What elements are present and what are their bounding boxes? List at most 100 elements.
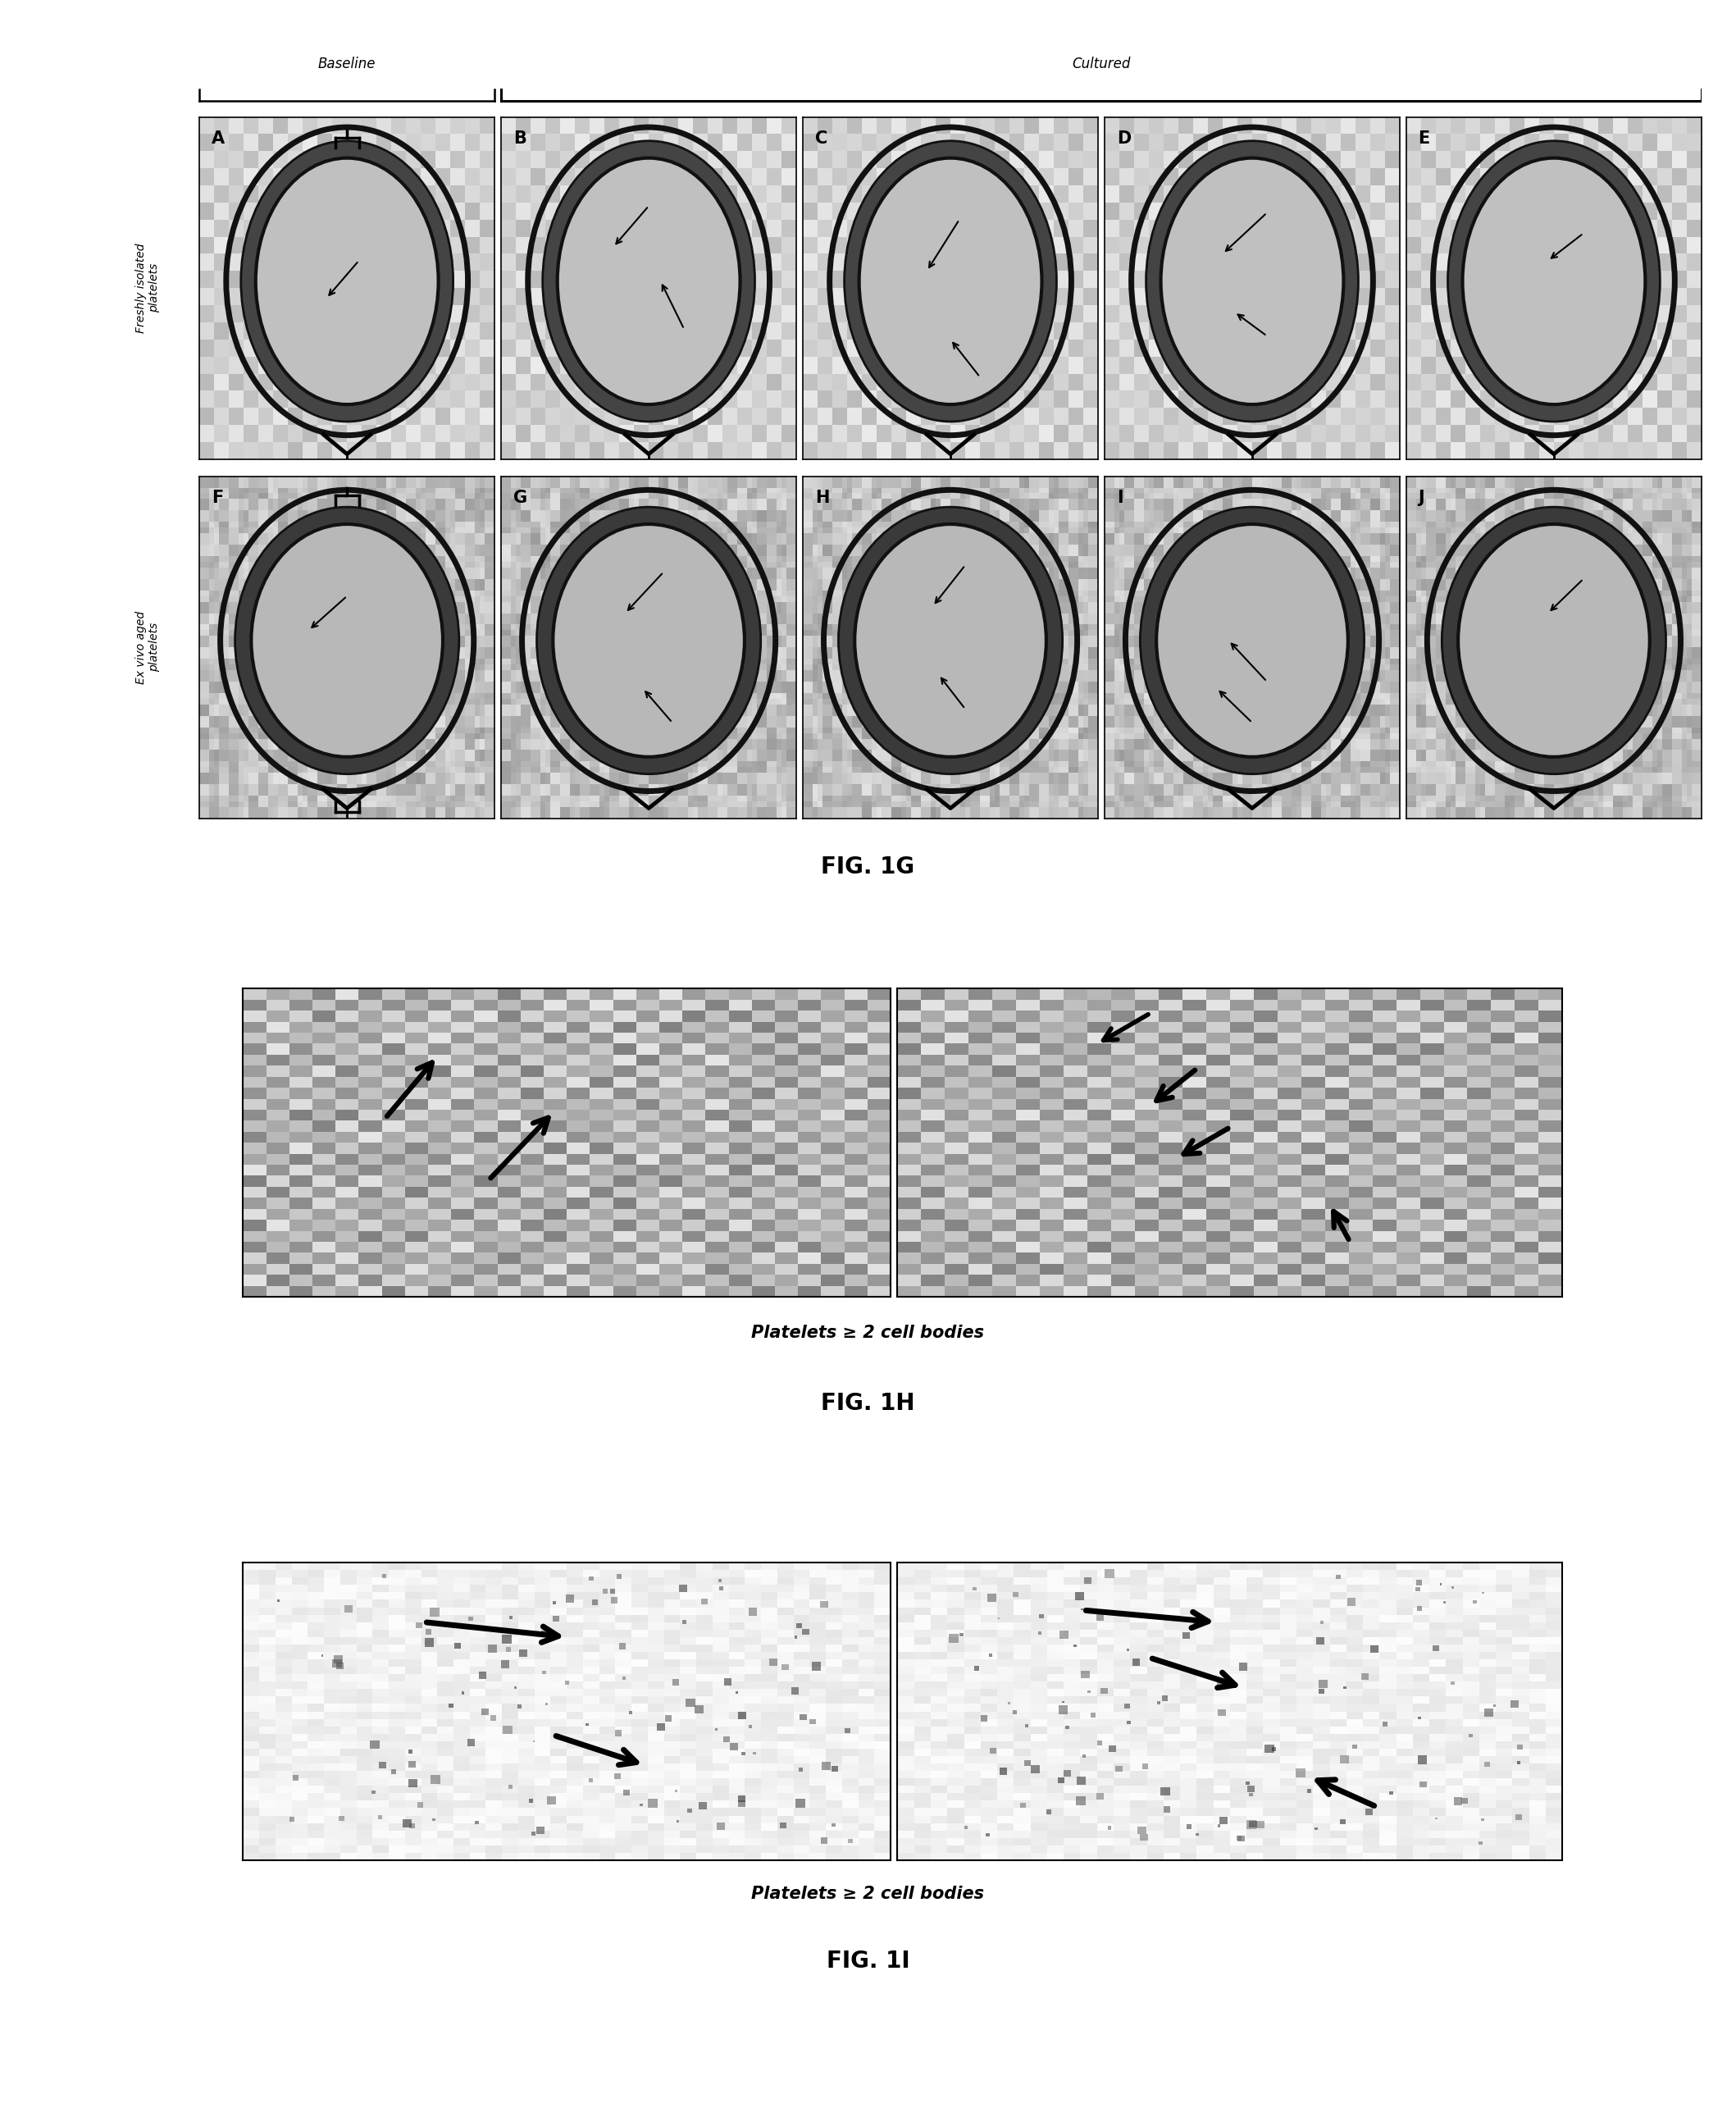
Bar (995, 323, 1009, 340)
Bar (1642, 629, 1658, 648)
Bar (729, 1777, 745, 1786)
Bar (436, 500, 444, 510)
Bar (318, 750, 332, 767)
Bar (1144, 521, 1154, 534)
Bar (590, 527, 604, 544)
Bar (406, 521, 417, 534)
Bar (599, 808, 609, 819)
Bar (613, 1144, 635, 1154)
Bar (1465, 774, 1476, 784)
Bar (1203, 670, 1213, 682)
Bar (1238, 1835, 1245, 1841)
Bar (1097, 1607, 1113, 1616)
Bar (1422, 408, 1436, 425)
Bar (382, 1220, 404, 1231)
Bar (648, 1735, 663, 1741)
Bar (1340, 682, 1351, 693)
Bar (663, 1622, 681, 1629)
Bar (648, 1824, 663, 1830)
Bar (1385, 391, 1399, 408)
Bar (1613, 629, 1628, 648)
Bar (1137, 1826, 1146, 1835)
Bar (1332, 727, 1340, 738)
Bar (1444, 999, 1467, 1010)
Bar (882, 521, 892, 534)
Bar (312, 1176, 335, 1186)
Bar (1311, 716, 1321, 727)
Bar (465, 357, 479, 374)
Bar (470, 1675, 486, 1682)
Bar (1080, 1658, 1097, 1667)
Bar (1083, 185, 1097, 202)
Bar (901, 578, 911, 591)
Bar (1457, 682, 1465, 693)
Bar (892, 629, 906, 648)
Bar (396, 727, 406, 738)
Bar (229, 442, 243, 459)
Bar (1083, 323, 1097, 340)
Bar (1267, 134, 1281, 151)
Bar (1321, 670, 1332, 682)
Bar (1059, 591, 1068, 602)
Bar (752, 1110, 774, 1120)
Bar (1326, 168, 1340, 185)
Bar (1087, 1176, 1111, 1186)
Bar (358, 682, 366, 693)
Bar (778, 1845, 793, 1852)
Bar (898, 1089, 922, 1099)
Bar (1029, 659, 1038, 670)
Bar (1535, 476, 1543, 487)
Bar (1672, 544, 1682, 557)
Bar (1311, 357, 1326, 374)
Bar (1213, 1658, 1231, 1667)
Bar (877, 306, 892, 323)
Bar (660, 989, 682, 999)
Bar (1113, 1616, 1130, 1622)
Bar (649, 738, 658, 750)
Bar (1104, 665, 1120, 682)
Bar (1632, 612, 1642, 625)
Bar (757, 716, 767, 727)
Bar (868, 1099, 891, 1110)
Bar (425, 557, 436, 568)
Bar (1340, 784, 1356, 802)
Bar (292, 1616, 307, 1622)
Bar (778, 1771, 793, 1777)
Bar (1193, 544, 1203, 557)
Bar (1422, 425, 1436, 442)
Bar (422, 1637, 437, 1646)
Bar (243, 699, 259, 716)
Bar (1193, 185, 1208, 202)
Bar (361, 527, 377, 544)
Bar (776, 750, 786, 761)
Bar (936, 253, 951, 270)
Bar (361, 253, 377, 270)
Bar (1524, 774, 1535, 784)
Bar (1396, 1748, 1413, 1756)
Bar (1535, 521, 1543, 534)
Bar (1672, 704, 1682, 716)
Bar (288, 648, 299, 659)
Bar (1038, 557, 1049, 568)
Bar (1278, 1176, 1302, 1186)
Bar (1347, 1794, 1363, 1801)
Bar (347, 727, 358, 738)
Bar (1330, 1718, 1347, 1726)
Bar (359, 1154, 382, 1165)
Bar (738, 306, 752, 323)
Bar (1356, 202, 1370, 219)
Bar (276, 1777, 292, 1786)
Bar (1134, 557, 1144, 568)
Bar (930, 1845, 948, 1852)
Bar (1373, 1186, 1396, 1197)
Bar (243, 1144, 266, 1154)
Bar (273, 306, 288, 323)
Bar (1193, 595, 1208, 612)
Bar (649, 202, 663, 219)
Bar (981, 1726, 996, 1735)
Bar (649, 665, 663, 682)
Bar (951, 802, 965, 819)
Bar (708, 236, 722, 253)
Bar (1496, 1777, 1512, 1786)
Bar (302, 357, 318, 374)
